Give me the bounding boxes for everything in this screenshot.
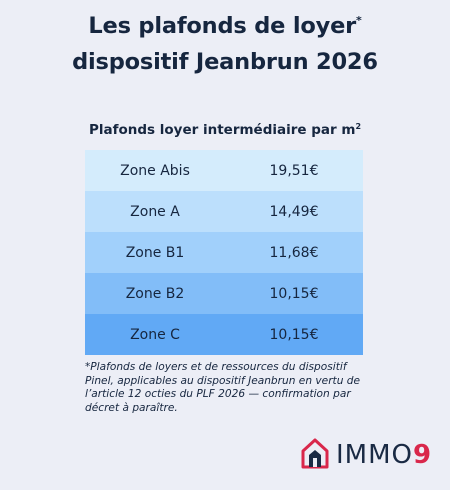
immo9-logo: IMMO9 <box>300 435 432 475</box>
value-cell: 19,51€ <box>269 162 319 179</box>
logo-wordmark: IMMO9 <box>336 442 432 468</box>
zone-cell: Zone B1 <box>125 244 185 261</box>
table-row: Zone A 14,49€ <box>85 191 363 232</box>
zone-cell: Zone C <box>130 326 180 343</box>
title-line-1: Les plafonds de loyer <box>88 13 357 39</box>
house-icon <box>300 436 330 474</box>
value-cell: 10,15€ <box>269 285 319 302</box>
table-row: Zone B2 10,15€ <box>85 273 363 314</box>
table-heading-superscript: 2 <box>355 122 362 131</box>
value-cell: 10,15€ <box>269 326 319 343</box>
table-heading: Plafonds loyer intermédiaire par m2 <box>0 122 450 138</box>
table-heading-text: Plafonds loyer intermédiaire par m <box>88 122 356 138</box>
zone-cell: Zone B2 <box>125 285 185 302</box>
rent-ceiling-table: Zone Abis 19,51€ Zone A 14,49€ Zone B1 1… <box>85 150 363 355</box>
value-cell: 11,68€ <box>269 244 319 261</box>
table-row: Zone Abis 19,51€ <box>85 150 363 191</box>
logo-digit: 9 <box>413 440 433 470</box>
table-row: Zone B1 11,68€ <box>85 232 363 273</box>
title-line-2: dispositif Jeanbrun 2026 <box>72 49 378 75</box>
zone-cell: Zone A <box>130 203 180 220</box>
footnote: *Plafonds de loyers et de ressources du … <box>85 361 361 414</box>
page-title: Les plafonds de loyer* dispositif Jeanbr… <box>0 10 450 78</box>
zone-cell: Zone Abis <box>120 162 190 179</box>
logo-text: IMMO <box>336 440 413 470</box>
title-asterisk: * <box>356 14 362 27</box>
value-cell: 14,49€ <box>269 203 319 220</box>
table-row: Zone C 10,15€ <box>85 314 363 355</box>
